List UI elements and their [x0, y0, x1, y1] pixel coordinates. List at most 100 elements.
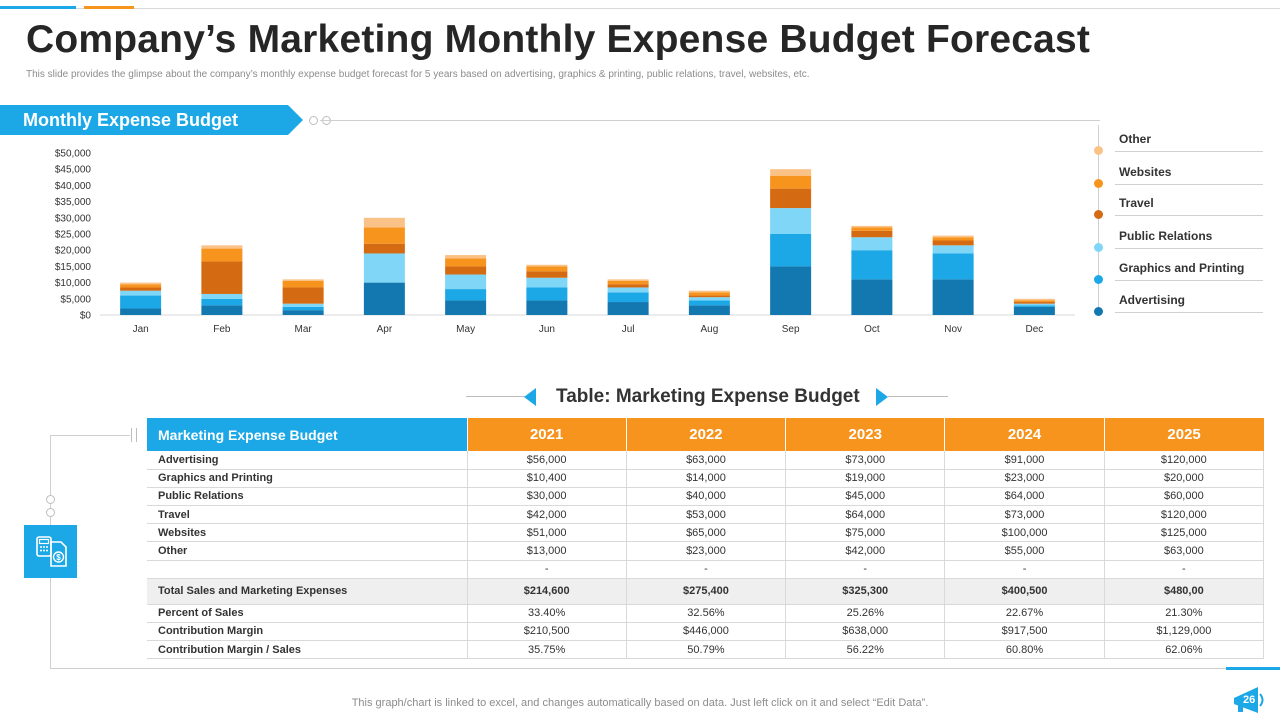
footer-note: This graph/chart is linked to excel, and… — [351, 697, 929, 709]
row-label: Contribution Margin — [147, 622, 468, 642]
cell-value: $10,400 — [467, 469, 627, 488]
cell-value: $917,500 — [944, 622, 1105, 642]
table-row: Percent of Sales 33.40% 32.56% 25.26% 22… — [147, 604, 1265, 623]
frame-line — [50, 668, 1265, 669]
section-banner: Monthly Expense Budget — [0, 105, 303, 135]
bar-segment-websites — [526, 266, 568, 272]
bar-segment-websites — [932, 237, 974, 241]
cell-value: $125,000 — [1104, 523, 1265, 543]
row-label: Contribution Margin / Sales — [147, 640, 468, 660]
bar-segment-advertising — [688, 305, 730, 315]
table-row: Graphics and Printing $10,400 $14,000 $1… — [147, 469, 1265, 488]
row-label: Public Relations — [147, 487, 468, 507]
bar-segment-advertising — [1013, 306, 1055, 315]
bar-segment-public-relations — [688, 297, 730, 301]
bar-segment-graphics-and-printing — [688, 300, 730, 306]
table-title-bar: Table: Marketing Expense Budget — [466, 385, 948, 409]
frame-tick — [131, 428, 132, 442]
cell-value: $1,129,000 — [1104, 622, 1265, 642]
cell-value: $65,000 — [626, 523, 787, 543]
bar-segment-travel — [1013, 302, 1055, 304]
cell-value: 62.06% — [1104, 640, 1265, 660]
table-row-total: Total Sales and Marketing Expenses $214,… — [147, 578, 1265, 605]
cell-value: $214,600 — [467, 578, 627, 605]
x-tick-label: Aug — [700, 324, 718, 335]
legend-dot-icon — [1094, 179, 1103, 188]
bar-segment-public-relations — [607, 287, 649, 293]
cell-value: - — [467, 560, 627, 579]
bar-segment-public-relations — [201, 293, 243, 299]
bar-segment-websites — [282, 280, 324, 288]
legend-underline — [1115, 151, 1263, 152]
x-tick-label: Nov — [944, 324, 962, 335]
table-row: Contribution Margin $210,500 $446,000 $6… — [147, 622, 1265, 642]
finance-document-icon: $ — [24, 525, 77, 578]
frame-dot — [46, 508, 55, 517]
table-row: Advertising $56,000 $63,000 $73,000 $91,… — [147, 451, 1265, 470]
cell-value: $55,000 — [944, 541, 1105, 561]
cell-value: $42,000 — [467, 505, 627, 525]
x-tick-label: Oct — [864, 324, 880, 335]
legend-dot-icon — [1094, 243, 1103, 252]
y-tick-label: $15,000 — [55, 262, 92, 273]
table-header-year: 2024 — [944, 418, 1105, 451]
bar-segment-websites — [1013, 300, 1055, 303]
cell-value: 33.40% — [467, 604, 627, 623]
bar-segment-travel — [932, 240, 974, 246]
legend-label: Travel — [1119, 196, 1154, 210]
bar-segment-public-relations — [1013, 303, 1055, 306]
bar-segment-websites — [201, 248, 243, 262]
legend-item-public-relations: Public Relations — [1090, 222, 1265, 252]
bar-segment-websites — [607, 280, 649, 285]
bar-segment-other — [688, 290, 730, 293]
table-header-year: 2021 — [466, 418, 627, 451]
bar-segment-graphics-and-printing — [932, 253, 974, 280]
cell-value: $480,00 — [1104, 578, 1265, 605]
cell-value: 50.79% — [626, 640, 787, 660]
cell-value: 60.80% — [944, 640, 1105, 660]
bar-segment-travel — [851, 230, 893, 238]
table-title-line — [888, 396, 948, 397]
top-divider — [0, 8, 1280, 9]
bar-segment-graphics-and-printing — [120, 295, 162, 309]
table-header-row: Marketing Expense Budget 2021 2022 2023 … — [147, 418, 1264, 451]
bar-segment-public-relations — [120, 290, 162, 296]
cell-value: $325,300 — [785, 578, 946, 605]
bar-segment-advertising — [445, 300, 487, 315]
page-number-badge: 26 — [1232, 684, 1268, 716]
page-number: 26 — [1243, 694, 1256, 706]
bar-segment-travel — [526, 271, 568, 278]
cell-value: $100,000 — [944, 523, 1105, 543]
bar-segment-public-relations — [363, 253, 405, 283]
y-tick-label: $25,000 — [55, 230, 92, 241]
row-label: Graphics and Printing — [147, 469, 468, 488]
bar-segment-travel — [201, 261, 243, 294]
y-tick-label: $50,000 — [55, 149, 92, 160]
cell-value: $638,000 — [785, 622, 946, 642]
cell-value: 21.30% — [1104, 604, 1265, 623]
cell-value: $120,000 — [1104, 505, 1265, 525]
monthly-expense-chart: $0 $5,000 $10,000 $15,000 $20,000 $25,000 $30,… — [55, 149, 1075, 335]
bar-segment-graphics-and-printing — [445, 289, 487, 301]
cell-value: $45,000 — [785, 487, 946, 507]
banner-connector-line — [320, 120, 1100, 121]
legend-connector-line — [1098, 125, 1099, 315]
bar-segment-other — [770, 169, 812, 176]
x-tick-label: Mar — [295, 324, 313, 335]
table-title: Table: Marketing Expense Budget — [556, 386, 860, 407]
svg-text:$: $ — [56, 553, 61, 562]
bar-segment-advertising — [932, 279, 974, 315]
cell-value: $40,000 — [626, 487, 787, 507]
chart-legend: Other Websites Travel Public Relations G… — [1090, 125, 1265, 325]
bar-segment-advertising — [526, 300, 568, 315]
legend-dot-icon — [1094, 307, 1103, 316]
legend-label: Other — [1119, 132, 1152, 146]
bar-segment-public-relations — [851, 237, 893, 251]
bar-segment-advertising — [282, 310, 324, 315]
bar-segment-websites — [445, 258, 487, 267]
cell-value: $73,000 — [785, 451, 946, 470]
cell-value: $53,000 — [626, 505, 787, 525]
legend-dot-icon — [1094, 146, 1103, 155]
y-tick-label: $40,000 — [55, 181, 92, 192]
x-tick-label: Sep — [782, 324, 800, 335]
